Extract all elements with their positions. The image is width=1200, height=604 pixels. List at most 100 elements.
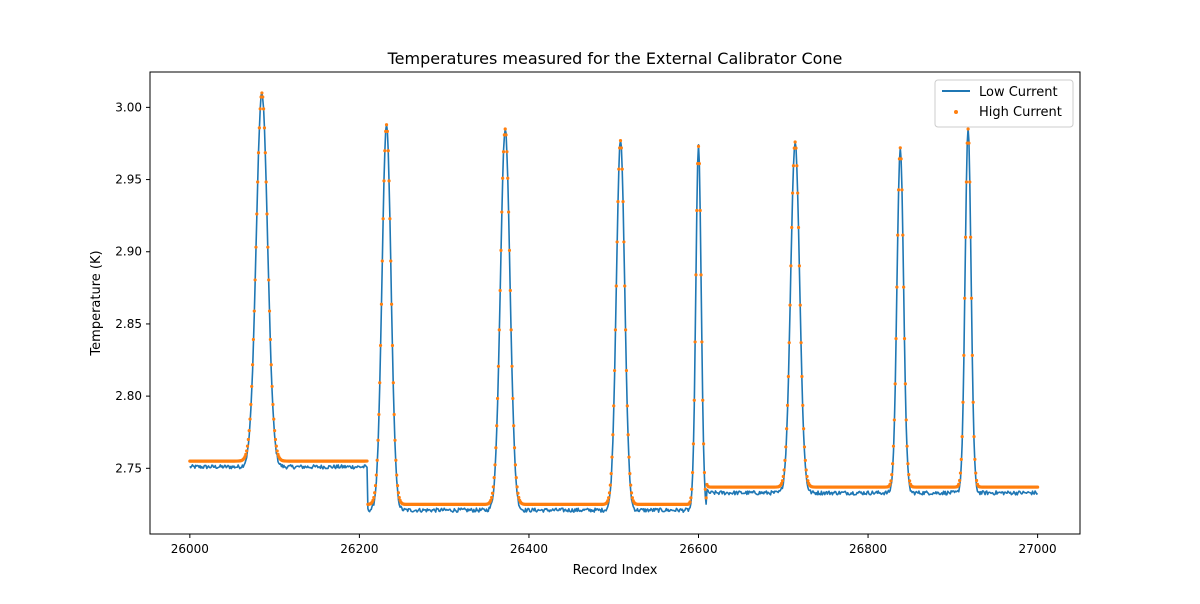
high-current-point bbox=[783, 458, 787, 462]
high-current-point bbox=[275, 449, 279, 453]
high-current-point bbox=[253, 278, 257, 282]
high-current-point bbox=[626, 433, 630, 437]
high-current-point bbox=[803, 458, 807, 462]
high-current-point bbox=[784, 445, 788, 449]
high-current-point bbox=[513, 463, 517, 467]
high-current-point bbox=[786, 374, 790, 379]
high-current-point bbox=[789, 264, 793, 268]
high-current-point bbox=[270, 384, 274, 389]
high-current-point bbox=[271, 402, 275, 407]
high-current-point bbox=[612, 368, 617, 373]
high-current-point bbox=[391, 381, 395, 385]
high-current-point bbox=[802, 445, 807, 449]
high-current-point bbox=[274, 444, 278, 448]
high-current-point bbox=[504, 133, 508, 137]
high-current-point bbox=[372, 495, 376, 500]
high-current-point bbox=[900, 188, 904, 192]
high-current-point bbox=[794, 146, 798, 150]
series-low-current-line bbox=[189, 91, 1039, 513]
high-current-point bbox=[381, 217, 385, 221]
x-axis-label: Record Index bbox=[573, 563, 658, 578]
high-current-point bbox=[612, 404, 616, 408]
high-current-point bbox=[974, 471, 978, 475]
high-current-point bbox=[618, 138, 623, 143]
high-current-point bbox=[373, 483, 378, 488]
high-current-point bbox=[958, 471, 963, 475]
high-current-point bbox=[892, 418, 896, 422]
high-current-point bbox=[509, 328, 513, 332]
high-current-point bbox=[796, 225, 801, 230]
high-current-point bbox=[971, 400, 975, 404]
high-current-point bbox=[903, 382, 907, 386]
high-current-point bbox=[365, 459, 369, 463]
high-current-point bbox=[268, 337, 272, 342]
high-current-point bbox=[387, 179, 391, 183]
high-current-point bbox=[608, 483, 612, 487]
high-current-point bbox=[389, 259, 393, 263]
high-current-point bbox=[804, 468, 808, 472]
high-current-point bbox=[974, 478, 979, 483]
high-current-point bbox=[961, 400, 965, 404]
high-current-point bbox=[969, 235, 973, 239]
high-current-point bbox=[395, 483, 400, 488]
high-current-point bbox=[607, 491, 612, 495]
high-current-point bbox=[390, 302, 394, 306]
high-current-point bbox=[490, 495, 494, 500]
high-current-point bbox=[374, 473, 378, 477]
chart-title: Temperatures measured for the External C… bbox=[387, 49, 843, 68]
high-current-point bbox=[516, 491, 520, 495]
high-current-point bbox=[963, 296, 967, 300]
high-current-point bbox=[376, 438, 380, 442]
high-current-point bbox=[969, 296, 974, 300]
high-current-point bbox=[802, 427, 806, 431]
high-current-point bbox=[891, 444, 896, 448]
high-current-point bbox=[379, 302, 384, 306]
high-current-point bbox=[703, 487, 707, 491]
high-current-point bbox=[958, 478, 962, 483]
high-current-point bbox=[244, 452, 248, 456]
legend-swatch-high-current bbox=[954, 110, 958, 114]
high-current-point bbox=[902, 337, 907, 341]
high-current-point bbox=[893, 382, 897, 386]
high-current-point bbox=[494, 446, 498, 450]
high-current-point bbox=[889, 479, 893, 483]
high-current-point bbox=[611, 433, 615, 437]
high-current-point bbox=[507, 248, 512, 253]
high-current-point bbox=[256, 180, 260, 184]
high-current-point bbox=[617, 167, 621, 171]
high-current-point bbox=[257, 126, 261, 130]
high-current-point bbox=[805, 474, 809, 479]
high-current-point bbox=[793, 140, 797, 144]
high-current-point bbox=[501, 150, 506, 154]
series-high-current-points bbox=[188, 91, 1040, 506]
y-tick-label: 2.75 bbox=[115, 461, 142, 475]
high-current-point bbox=[896, 233, 900, 237]
high-current-point bbox=[260, 91, 264, 95]
high-current-point bbox=[624, 328, 628, 332]
high-current-point bbox=[699, 273, 703, 277]
high-current-point bbox=[388, 217, 392, 221]
high-current-point bbox=[905, 444, 909, 448]
high-current-point bbox=[693, 340, 697, 344]
legend-label-high-current: High Current bbox=[979, 105, 1062, 120]
high-current-point bbox=[906, 462, 910, 466]
high-current-point bbox=[630, 496, 634, 500]
legend: Low Current High Current bbox=[934, 79, 1074, 128]
high-current-point bbox=[495, 424, 499, 428]
high-current-point bbox=[496, 364, 501, 368]
high-current-point bbox=[690, 487, 694, 491]
high-current-point bbox=[702, 470, 707, 475]
high-current-point bbox=[251, 337, 256, 342]
high-current-point bbox=[508, 288, 512, 293]
high-current-point bbox=[373, 491, 377, 495]
high-current-point bbox=[966, 127, 970, 131]
high-current-point bbox=[695, 208, 699, 213]
high-current-point bbox=[623, 284, 627, 288]
high-current-point bbox=[622, 240, 626, 244]
high-current-point bbox=[692, 398, 696, 402]
high-current-point bbox=[489, 498, 493, 502]
high-current-point bbox=[694, 273, 698, 277]
high-current-point bbox=[247, 429, 251, 433]
